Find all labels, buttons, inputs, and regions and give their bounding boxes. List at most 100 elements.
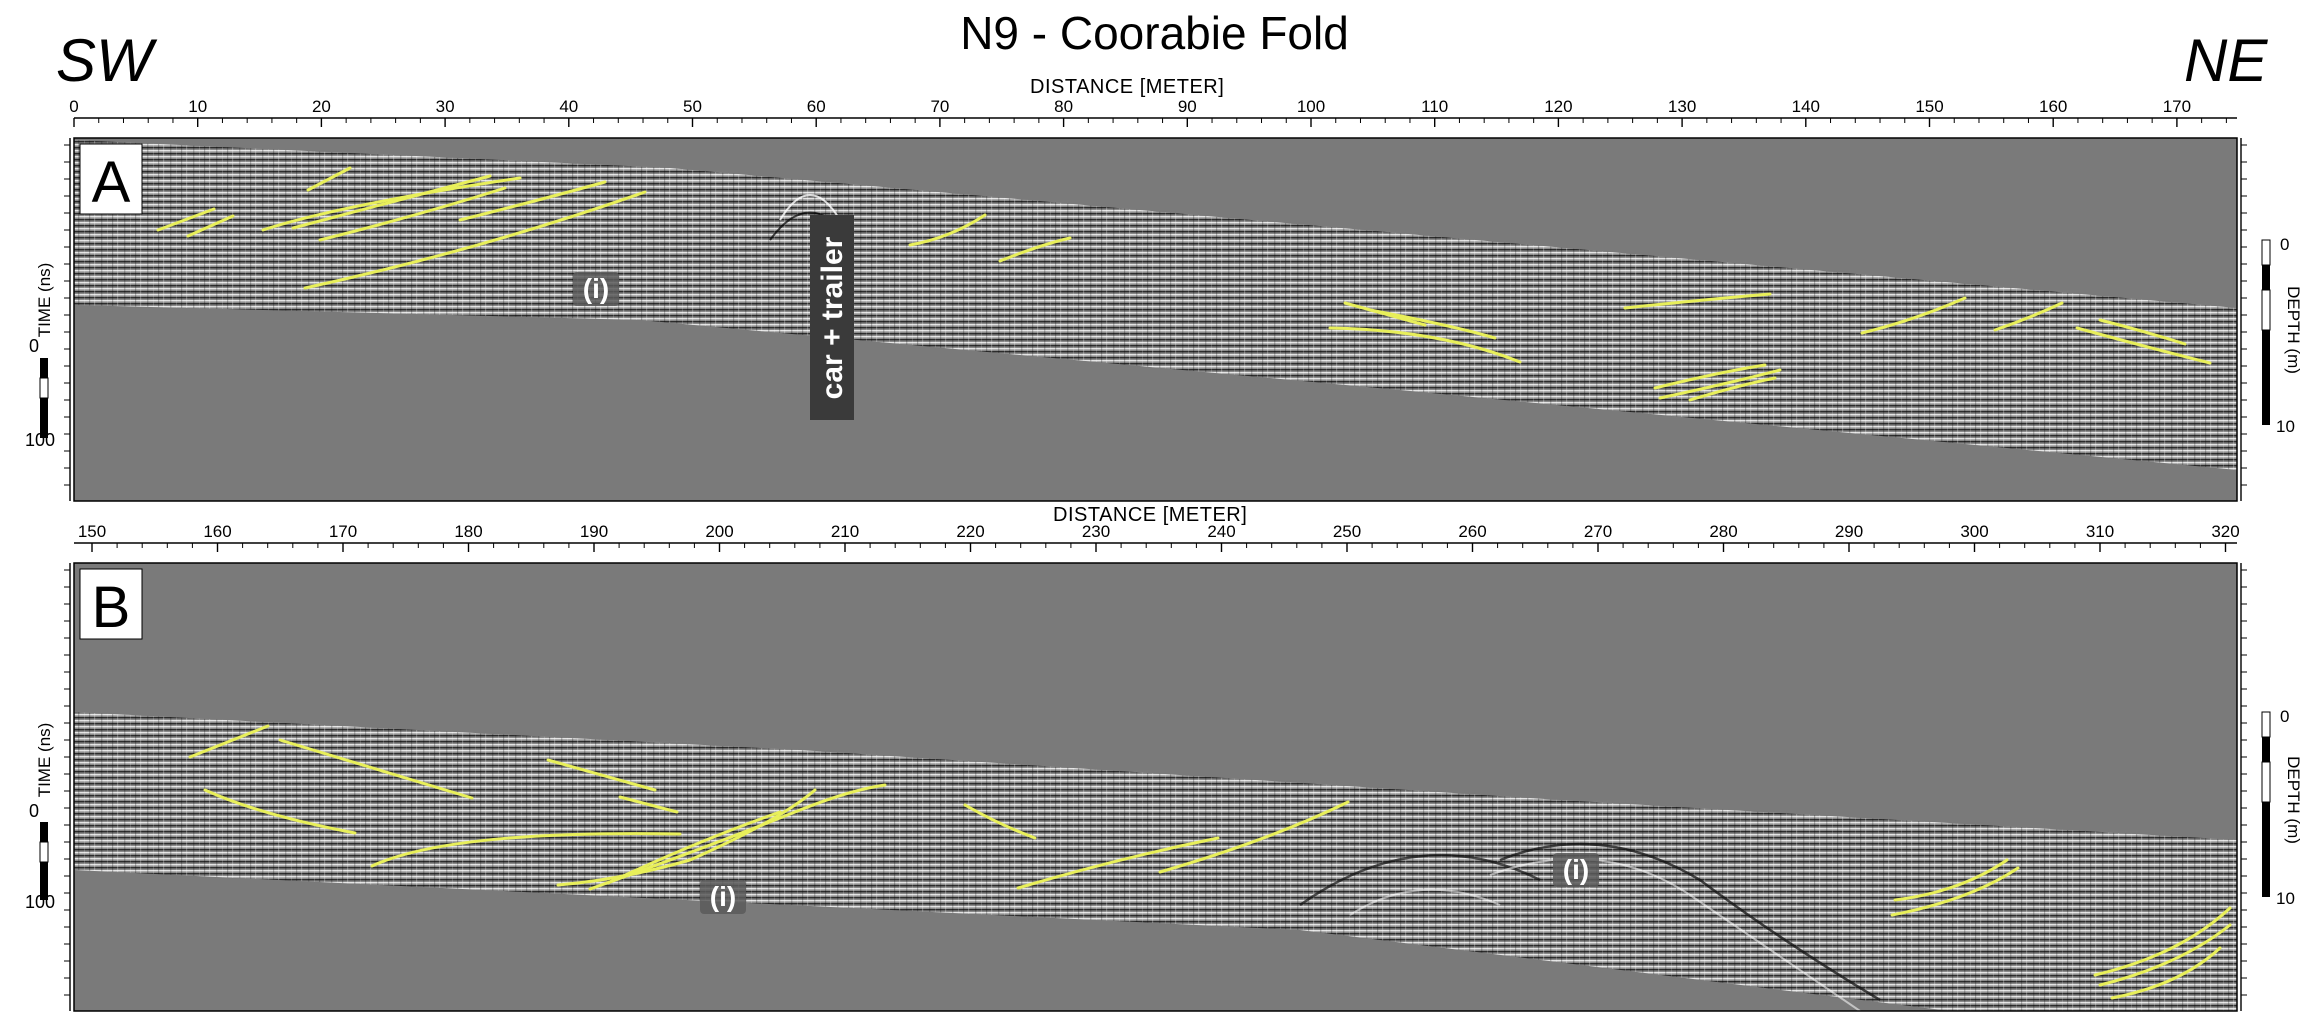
distance-tick-label: 220 [956,522,984,541]
reflector-line [1688,376,1777,402]
reflector-line [278,738,474,800]
panel-a-interp-box [573,272,619,306]
reflector-line [1890,866,2020,917]
panel-b-distance-minor-ticks [116,543,2201,548]
panel-a-distance-title: DISTANCE [METER] [1030,76,1225,98]
panel-b-depth-scalebar-seg [2261,711,2271,738]
panel-a-depth-tick-10: 10 [2276,417,2295,436]
reflector-line [1328,326,1522,364]
distance-tick-label: 280 [1709,522,1737,541]
panel-a-depth-scalebar-seg [2261,239,2271,266]
panel-a-time-scalebar-seg [40,358,48,378]
panel-a-reflectors [156,166,2212,402]
reflector-line [203,788,357,835]
distance-tick-label: 110 [1421,97,1448,116]
reflector-line [1653,363,1767,390]
panel-a-depth-scalebar-seg [2262,265,2270,290]
panel-a-car-hyperbola [779,194,841,221]
reflector-line [1860,296,1967,335]
direction-sw-label: SW [56,27,153,94]
direction-ne-label: NE [2184,27,2268,94]
reflector-line [1016,836,1220,890]
reflector-line [370,832,682,868]
distance-tick-label: 260 [1458,522,1486,541]
panel-b-distance-title: DISTANCE [METER] [1053,504,1248,526]
panel-a-time-axis-ticks [64,144,70,486]
panel-b-depth-scalebar-seg [2262,802,2270,897]
distance-tick-label: 150 [1915,97,1943,116]
distance-tick-label: 10 [188,97,207,116]
distance-tick-label: 190 [580,522,608,541]
panel-a-label-box [79,143,143,215]
panel-a-distance-ticks: 0 10 20 30 40 50 60 70 80 90 100 110 120 130 140 150 160… [69,97,2191,127]
panel-a-distance-minor-ticks [98,118,2227,123]
reflector-line [908,213,987,247]
distance-tick-label: 170 [329,522,357,541]
reflector-line [188,724,270,759]
reflector-line [261,176,522,232]
panel-b-interp-box-2 [1553,853,1599,887]
panel-b-time-axis-label: TIME (ns) [35,723,54,798]
reflector-line [1343,301,1427,327]
panel-b-diffraction [1299,853,1541,907]
panel-a-car-annotation: car + trailer [810,215,854,420]
panel-a-time-scalebar-seg [40,398,48,438]
panel-a-depth-tick-0: 0 [2280,235,2289,254]
distance-tick-label: 160 [2039,97,2067,116]
panel-a-depth-scalebar-seg [2262,330,2270,425]
distance-tick-label: 320 [2211,522,2239,541]
panel-b-interp-label-2: (i) [1563,854,1589,885]
panel-a: 0 10 20 30 40 50 60 70 80 90 100 110 120 130 140 150 160… [25,97,2303,502]
panel-a-depth-axis-ticks [2241,144,2247,486]
distance-tick-label: 250 [1333,522,1361,541]
panel-b-radar-noise [74,712,2237,1011]
reflector-line [2110,946,2222,1000]
distance-tick-label: 270 [1584,522,1612,541]
reflector-line [318,186,507,242]
reflector-line [156,207,216,232]
distance-tick-label: 240 [1207,522,1235,541]
panel-a-time-tick-0: 0 [29,336,39,356]
reflector-line [2075,326,2212,365]
reflector-line [291,174,492,230]
panel-b-frame [73,562,2238,1012]
reflector-line [1623,292,1772,310]
panel-b-radargram [74,712,2237,1011]
reflector-line [303,190,647,290]
distance-tick-label: 200 [705,522,733,541]
panel-b-depth-tick-0: 0 [2280,707,2289,726]
panel-b-depth-scalebar-seg [2262,737,2270,762]
panel-a-label: A [92,150,131,215]
reflector-line [1658,368,1782,400]
panel-b-distance-ticks: 150 160 170 180 190 200 210 220 230 240 250 260 270 2… [78,522,2240,552]
panel-b: 150 160 170 180 190 200 210 220 230 240 250 260 270 2… [25,522,2303,1012]
panel-b-depth-axis-ticks [2241,569,2247,996]
reflector-line [1368,308,1497,340]
panel-b-time-tick-0: 0 [29,801,39,821]
reflector-line [1993,301,2064,332]
distance-tick-label: 230 [1082,522,1110,541]
distance-tick-label: 40 [559,97,578,116]
reflector-line [2098,318,2187,346]
panel-b-depth-tick-10: 10 [2276,889,2295,908]
distance-tick-label: 310 [2086,522,2114,541]
panel-b-reflectors [188,724,2232,1000]
panel-b-depth-scalebar-seg [2261,761,2271,803]
reflector-line [458,180,607,222]
reflector-line [606,810,782,885]
reflector-line [186,214,235,238]
distance-tick-label: 180 [454,522,482,541]
distance-tick-label: 80 [1054,97,1073,116]
reflector-line [618,795,679,814]
car-annotation-box [810,215,854,420]
panel-b-time-scalebar-seg [39,841,49,863]
panel-b-diffraction [1349,888,1501,916]
panel-a-depth-scalebar-seg [2261,289,2271,331]
distance-tick-label: 130 [1668,97,1696,116]
reflector-line [556,788,817,887]
distance-tick-label: 30 [436,97,455,116]
panel-b-depth-axis-label: DEPTH (m) [2284,756,2303,844]
reflector-line [963,803,1037,840]
panel-a-radar-noise [74,140,2237,470]
